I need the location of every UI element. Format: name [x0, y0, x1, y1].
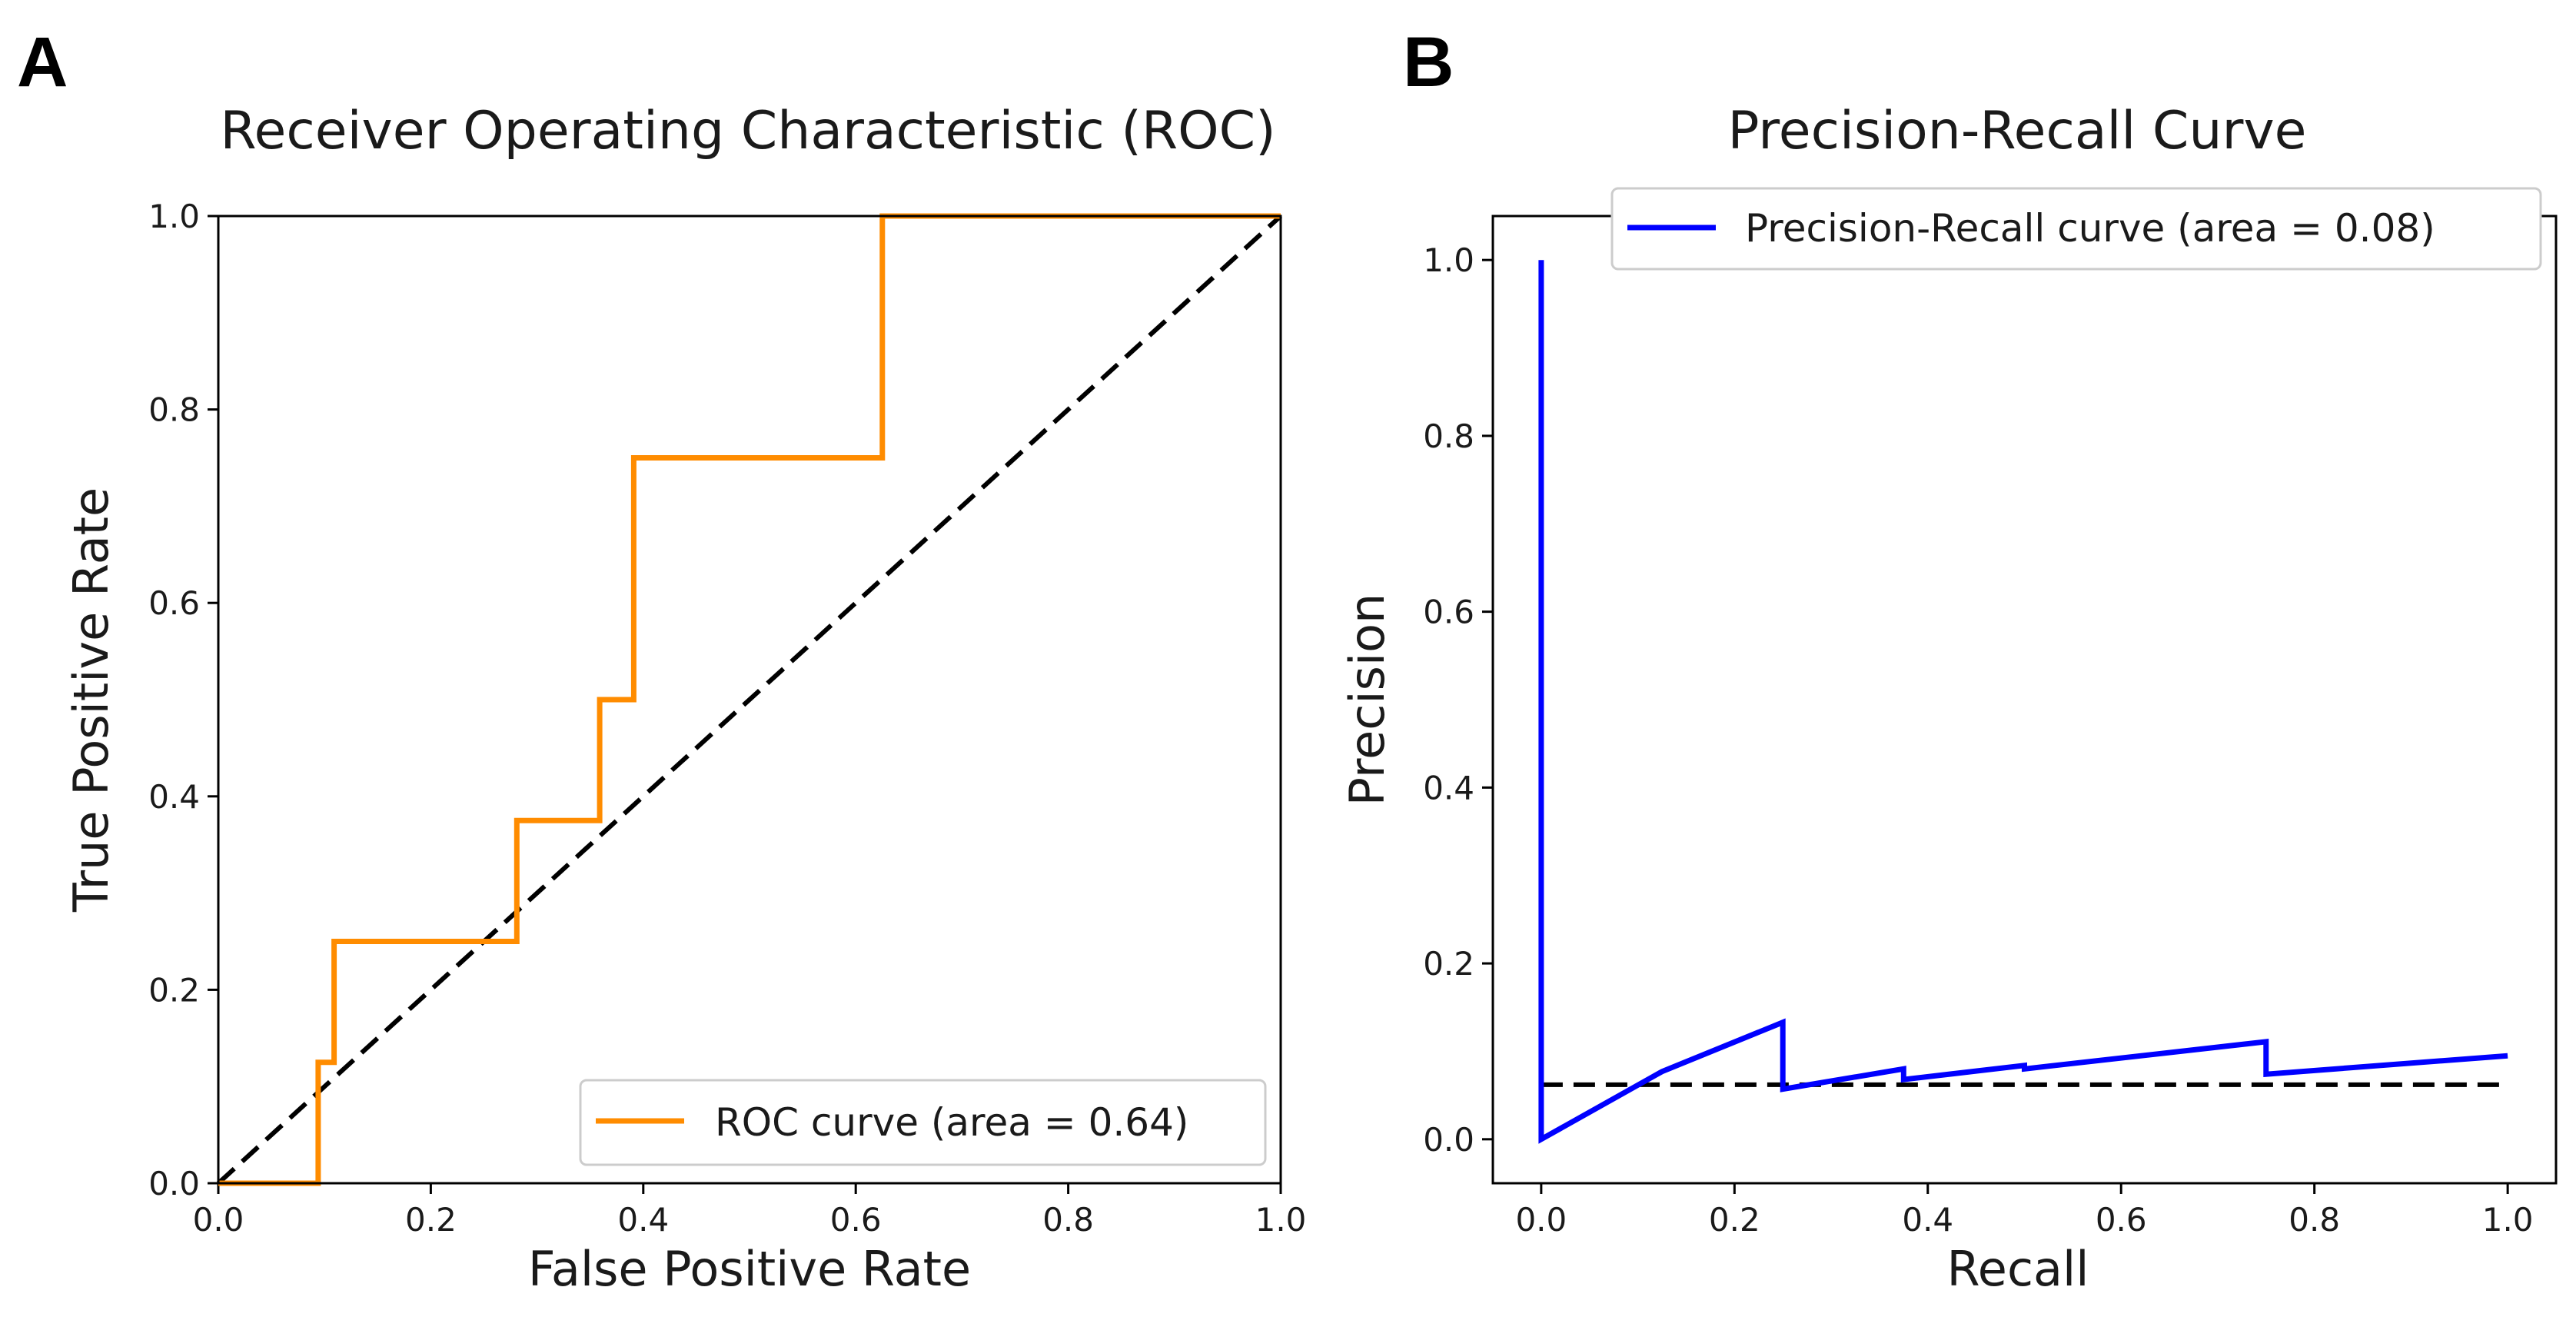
pr-y-tick-label: 0.6: [1423, 594, 1474, 631]
roc-plot-frame: [217, 215, 1282, 1185]
pr-panel: B Precision-Recall Curve 0.0 0.2 0.4 0.6 0.8…: [1339, 23, 2558, 1297]
roc-x-tick-label: 0.6: [830, 1201, 882, 1239]
pr-legend-label: Precision-Recall curve (area = 0.08): [1745, 206, 2435, 251]
pr-x-tick-label: 0.0: [1515, 1201, 1567, 1239]
pr-curve: [1538, 260, 2508, 1144]
pr-title: Precision-Recall Curve: [1727, 101, 2306, 161]
pr-y-tick-label: 0.2: [1423, 945, 1474, 983]
pr-x-tick-label: 0.8: [2288, 1201, 2340, 1239]
pr-x-axis-label: Recall: [1947, 1241, 2089, 1297]
roc-legend: ROC curve (area = 0.64): [579, 1079, 1267, 1166]
roc-legend-label: ROC curve (area = 0.64): [715, 1100, 1188, 1145]
pr-legend-box: [1610, 187, 2542, 271]
roc-y-axis-label: True Positive Rate: [63, 487, 119, 913]
pr-x-tick-label: 0.4: [1902, 1201, 1953, 1239]
roc-y-tick-label: 0.0: [148, 1165, 200, 1202]
pr-y-tick-label: 0.8: [1423, 417, 1474, 455]
roc-y-tick-label: 0.4: [148, 778, 200, 816]
roc-reference-line: [216, 214, 1283, 1186]
roc-title: Receiver Operating Characteristic (ROC): [220, 101, 1275, 161]
pr-y-tick-label: 1.0: [1423, 241, 1474, 279]
pr-x-tick-label: 0.6: [2096, 1201, 2147, 1239]
roc-x-tick-label: 0.2: [405, 1201, 457, 1239]
roc-x-tick-label: 0.0: [193, 1201, 244, 1239]
roc-curve: [218, 213, 1281, 1186]
roc-y-tick-label: 1.0: [148, 198, 200, 235]
roc-y-tick-label: 0.8: [148, 391, 200, 429]
roc-x-tick-label: 0.8: [1042, 1201, 1094, 1239]
roc-x-tick-label: 1.0: [1255, 1201, 1307, 1239]
panel-label-a: A: [17, 23, 68, 101]
pr-legend: Precision-Recall curve (area = 0.08): [1610, 187, 2542, 271]
pr-y-axis-label: Precision: [1339, 594, 1395, 806]
roc-y-tick-label: 0.6: [148, 584, 200, 622]
pr-y-tick-label: 0.4: [1423, 769, 1474, 806]
panel-label-b: B: [1403, 23, 1454, 101]
roc-legend-box: [579, 1079, 1267, 1166]
roc-x-axis-label: False Positive Rate: [528, 1241, 971, 1297]
pr-x-tick-label: 1.0: [2482, 1201, 2534, 1239]
roc-panel: A Receiver Operating Characteristic (ROC…: [17, 23, 1306, 1297]
roc-y-tick-label: 0.2: [148, 971, 200, 1009]
roc-x-tick-label: 0.4: [617, 1201, 669, 1239]
pr-x-tick-label: 0.2: [1709, 1201, 1760, 1239]
pr-y-tick-label: 0.0: [1423, 1121, 1474, 1159]
